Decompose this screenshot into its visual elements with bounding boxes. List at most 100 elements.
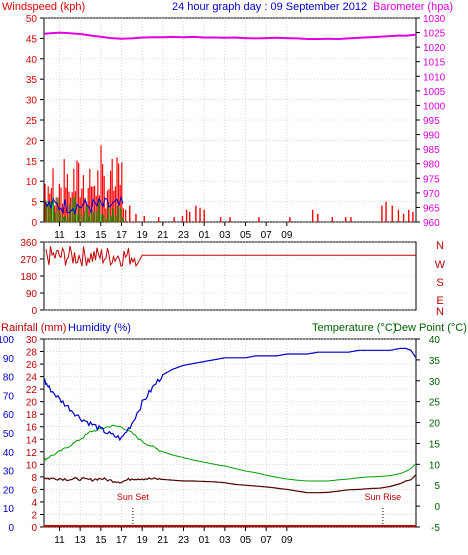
rainfall-tick-label: 16	[26, 423, 38, 434]
rainfall-tick-label: 2	[31, 510, 37, 521]
windspeed-tick-label: 25	[26, 116, 38, 127]
x-tick-label: 13	[75, 535, 87, 546]
rainfall-tick-label: 6	[31, 485, 37, 496]
sun-annotation-label: Sun Rise	[365, 492, 402, 502]
temperature-tick-label: 25	[429, 398, 441, 409]
compass-label: N	[436, 306, 444, 318]
temperature-tick-label: 10	[429, 460, 441, 471]
x-tick-label: 15	[95, 230, 107, 241]
barometer-tick-label: 1010	[423, 72, 446, 83]
x-tick-label: 05	[240, 230, 252, 241]
x-tick-label: 09	[281, 230, 293, 241]
temperature-tick-label: -5	[431, 523, 440, 534]
barometer-tick-label: 960	[423, 218, 440, 229]
dewpoint-series	[43, 474, 417, 494]
x-tick-label: 03	[219, 535, 231, 546]
humidity-tick-label: 80	[3, 373, 15, 384]
temperature-tick-label: 30	[429, 377, 441, 388]
windspeed-tick-label: 15	[26, 157, 38, 168]
x-tick-label: 03	[219, 230, 231, 241]
humidity-tick-label: 90	[3, 354, 15, 365]
rainfall-tick-label: 24	[26, 373, 38, 384]
x-tick-label: 05	[240, 535, 252, 546]
rainfall-tick-label: 28	[26, 348, 38, 359]
rainfall-tick-label: 0	[31, 523, 37, 534]
rainfall-tick-label: 4	[31, 498, 37, 509]
temperature-tick-label: 15	[429, 439, 441, 450]
climate-plot-frame	[43, 338, 417, 528]
x-tick-label: 07	[261, 535, 273, 546]
barometer-tick-label: 1015	[423, 58, 446, 69]
barometer-tick-label: 970	[423, 189, 440, 200]
direction-tick-label: 180	[20, 272, 37, 283]
x-tick-label: 23	[178, 230, 190, 241]
rainfall-tick-label: 22	[26, 385, 38, 396]
temperature-tick-label: 0	[434, 502, 440, 513]
barometer-tick-label: 990	[423, 131, 440, 142]
barometer-tick-label: 1005	[423, 87, 446, 98]
rainfall-tick-label: 26	[26, 360, 38, 371]
x-tick-label: 01	[199, 535, 211, 546]
x-tick-label: 17	[116, 535, 128, 546]
windspeed-tick-label: 30	[26, 96, 38, 107]
rainfall-axis-label: Rainfall (mm)	[1, 322, 66, 334]
temperature-tick-label: 5	[434, 481, 440, 492]
x-tick-label: 13	[75, 230, 87, 241]
windspeed-tick-label: 35	[26, 75, 38, 86]
barometer-series	[43, 31, 417, 41]
climate-plot-axes: 0102030405060708090100024681012141618202…	[0, 335, 440, 546]
rainfall-tick-label: 12	[26, 448, 38, 459]
temperature-tick-label: 20	[429, 419, 441, 430]
humidity-tick-label: 30	[3, 467, 15, 478]
rainfall-tick-label: 20	[26, 398, 38, 409]
barometer-tick-label: 1000	[423, 101, 446, 112]
rainfall-tick-label: 14	[26, 435, 38, 446]
x-tick-label: 09	[281, 535, 293, 546]
direction-plot-grid	[44, 241, 416, 311]
compass-label: N	[436, 240, 444, 252]
humidity-tick-label: 100	[0, 335, 14, 346]
x-tick-label: 11	[54, 230, 65, 241]
humidity-tick-label: 60	[3, 410, 15, 421]
wind-direction-series	[45, 245, 416, 268]
humidity-tick-label: 0	[8, 523, 14, 534]
chart-title: 24 hour graph day : 09 September 2012	[172, 1, 367, 13]
barometer-tick-label: 1025	[423, 29, 446, 40]
barometer-tick-label: 980	[423, 160, 440, 171]
windspeed-tick-label: 50	[26, 14, 38, 25]
wind-direction-line	[45, 245, 416, 268]
humidity-series	[43, 347, 417, 442]
windspeed-tick-label: 20	[26, 136, 38, 147]
wind-plot-axes: 0510152025303540455096096597097598098599…	[26, 14, 446, 241]
x-tick-label: 19	[137, 535, 149, 546]
temperature-series	[43, 424, 417, 482]
temperature-axis-label: Temperature (°C)	[312, 322, 396, 334]
climate-series: Sun Set Sun Rise	[43, 347, 417, 527]
x-tick-label: 07	[261, 230, 273, 241]
average-wind-line	[44, 196, 124, 216]
temperature-tick-label: 35	[429, 356, 441, 367]
windspeed-tick-label: 5	[31, 198, 37, 209]
barometer-tick-label: 1020	[423, 43, 446, 54]
direction-tick-label: 360	[20, 238, 37, 249]
direction-tick-label: 90	[26, 289, 38, 300]
rainfall-tick-label: 10	[26, 460, 38, 471]
humidity-tick-label: 20	[3, 485, 15, 496]
x-tick-label: 01	[199, 230, 211, 241]
windspeed-tick-label: 45	[26, 34, 38, 45]
compass-label: S	[436, 277, 443, 289]
barometer-tick-label: 1030	[423, 14, 446, 25]
barometer-line	[43, 31, 417, 41]
rainfall-tick-label: 18	[26, 410, 38, 421]
x-tick-label: 17	[116, 230, 128, 241]
humidity-tick-label: 50	[3, 429, 15, 440]
windspeed-axis-label: Windspeed (kph)	[2, 1, 85, 13]
humidity-tick-label: 40	[3, 448, 15, 459]
sun-annotation-label: Sun Set	[117, 492, 150, 502]
compass-label: W	[435, 259, 446, 271]
direction-tick-label: 270	[20, 255, 37, 266]
humidity-tick-label: 10	[3, 504, 15, 515]
barometer-tick-label: 975	[423, 174, 440, 185]
temperature-tick-label: 40	[429, 335, 441, 346]
